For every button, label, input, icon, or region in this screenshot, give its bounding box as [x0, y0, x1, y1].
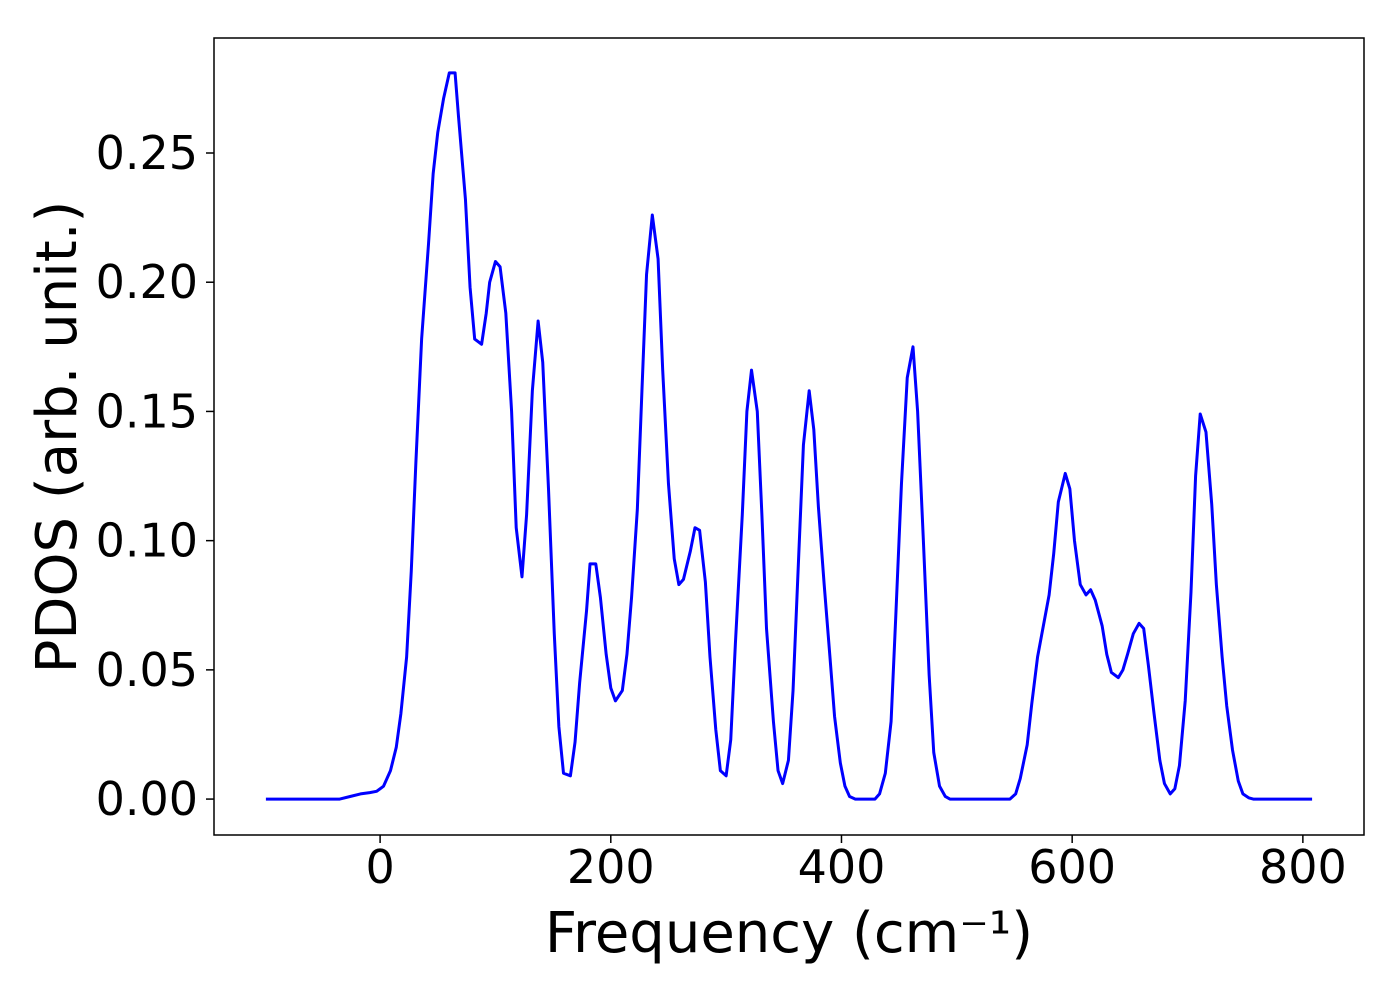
x-axis-label: Frequency (cm⁻¹)	[545, 901, 1033, 966]
y-tick-label: 0.20	[96, 255, 198, 309]
data-line	[265, 71, 1313, 801]
y-tick-label: 0.15	[96, 384, 198, 438]
x-tick-label: 400	[798, 840, 886, 894]
y-tick-label: 0.10	[96, 514, 198, 568]
x-tick-label: 800	[1259, 840, 1347, 894]
plot-frame	[213, 37, 1365, 836]
y-tick-label: 0.00	[96, 772, 198, 826]
x-tick-label: 0	[365, 840, 394, 894]
y-tick-label: 0.25	[96, 126, 198, 180]
y-tick-label: 0.05	[96, 643, 198, 697]
x-tick-label: 200	[567, 840, 655, 894]
x-tick-label: 600	[1028, 840, 1116, 894]
y-axis-label: PDOS (arb. unit.)	[25, 201, 90, 674]
